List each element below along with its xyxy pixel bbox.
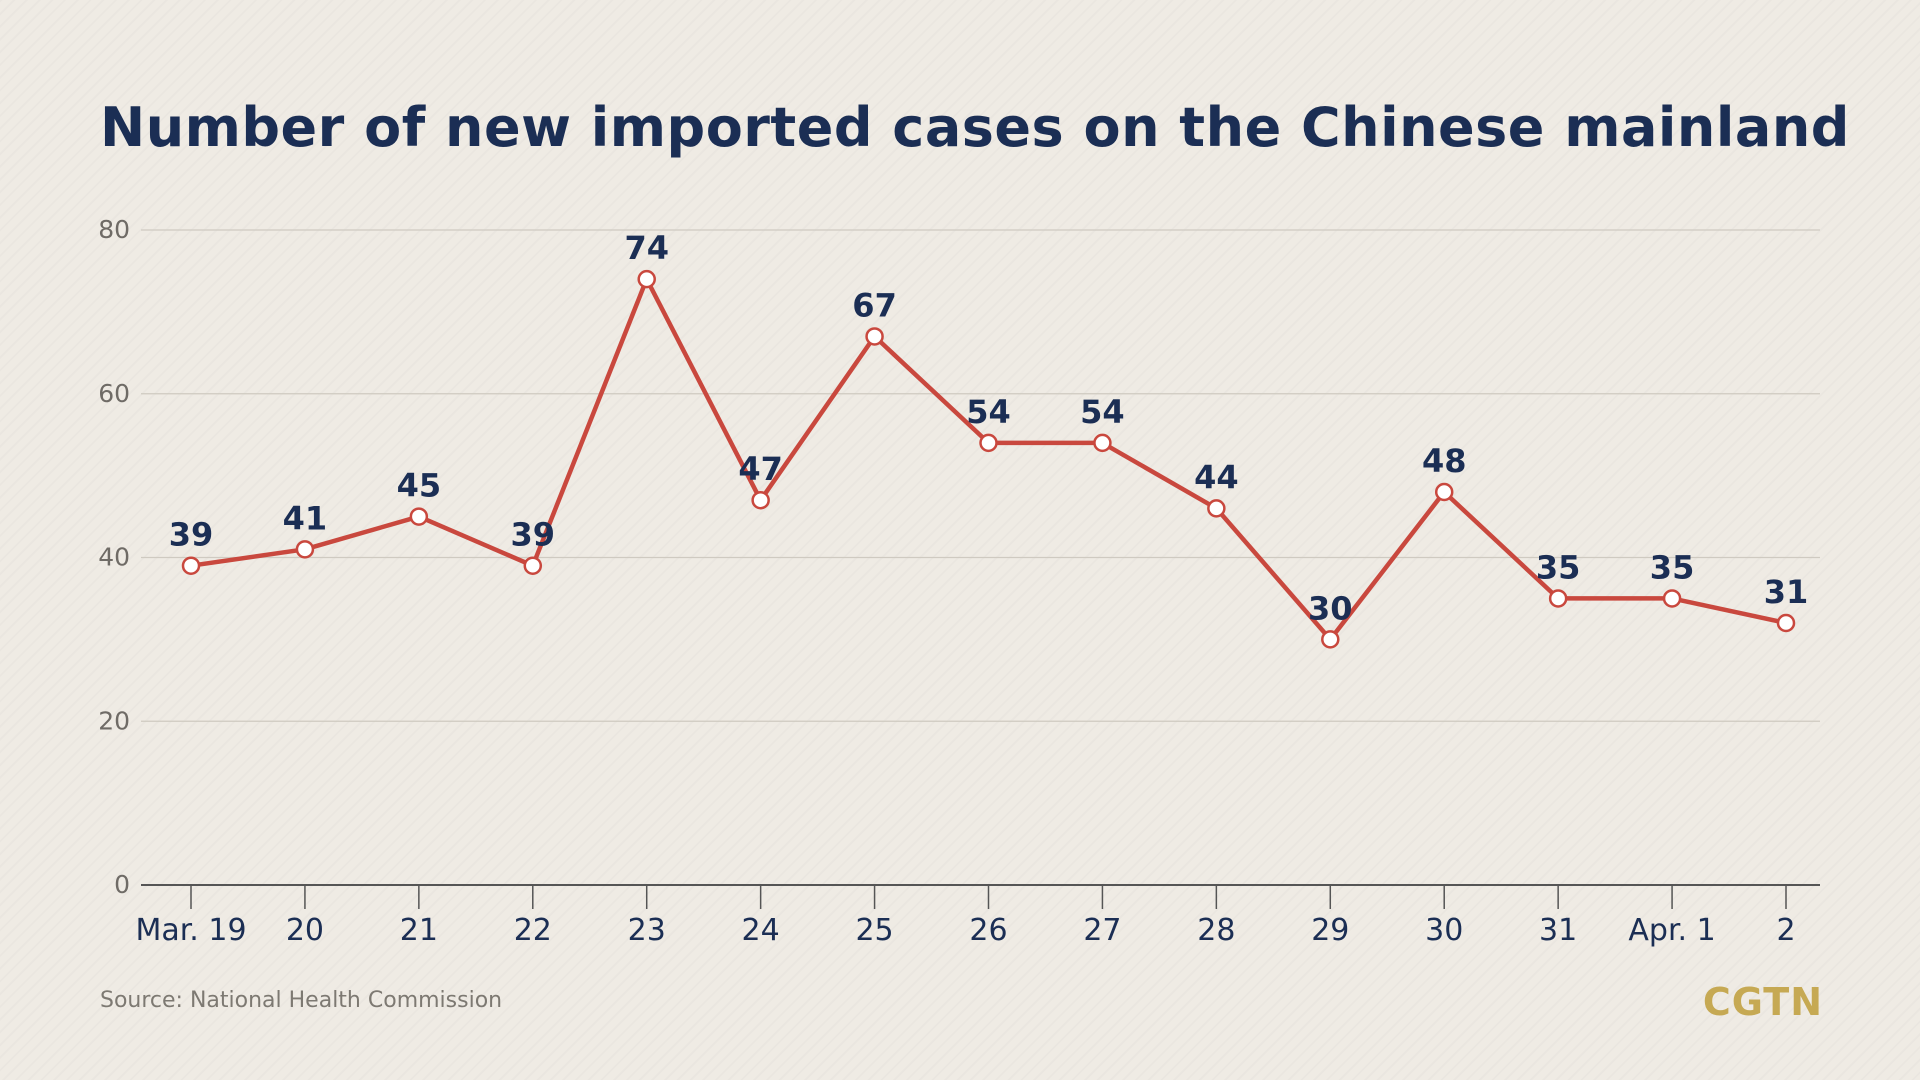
- data-label: 47: [738, 450, 783, 488]
- data-point: [1776, 613, 1796, 633]
- x-tick-label: Mar. 19: [135, 913, 246, 948]
- x-tick-label: 26: [969, 913, 1007, 948]
- data-label: 44: [1194, 458, 1239, 496]
- data-point: [865, 327, 884, 346]
- data-label: 67: [852, 286, 897, 324]
- y-tick-label: 0: [114, 870, 130, 899]
- data-point: [1321, 630, 1340, 649]
- x-tick-label: 22: [514, 913, 552, 948]
- data-labels-layer: 39 41 45 39 74 47 67 54 54 44 30 48 35 35 31: [169, 229, 1809, 627]
- data-point: [751, 490, 770, 510]
- data-point: [1207, 499, 1226, 518]
- y-tick-label: 80: [98, 215, 130, 244]
- grid-layer: [141, 229, 1820, 722]
- data-label: 35: [1536, 548, 1581, 586]
- data-label: 41: [283, 499, 328, 537]
- data-point: [979, 433, 998, 453]
- data-point: [295, 540, 315, 559]
- data-point: [1093, 433, 1112, 453]
- source-note: Source: National Health Commission: [100, 988, 503, 1013]
- y-tick-label: 40: [98, 543, 130, 572]
- y-axis-ticks: 0 20 40 60 80: [98, 215, 130, 899]
- data-point: [1548, 589, 1568, 608]
- data-point: [523, 556, 543, 575]
- chart-title: Number of new imported cases on the Chin…: [100, 96, 1850, 159]
- data-point: [181, 556, 201, 575]
- x-tick-label: 31: [1539, 913, 1577, 948]
- data-label: 54: [1080, 393, 1125, 431]
- data-label: 30: [1308, 589, 1353, 627]
- y-tick-label: 60: [98, 379, 130, 408]
- data-label: 39: [511, 516, 556, 554]
- x-axis-ticks: Mar. 19 20 21 22 23 24 25 26 27 28 29 30 31 Apr. 1 2: [135, 885, 1796, 948]
- x-tick-label: 27: [1083, 913, 1121, 948]
- x-tick-label: 21: [400, 913, 438, 948]
- x-tick-label: 30: [1425, 913, 1463, 948]
- data-label: 45: [397, 467, 442, 505]
- data-point: [637, 269, 656, 289]
- data-label: 35: [1650, 548, 1695, 586]
- data-label: 31: [1764, 573, 1809, 611]
- data-point: [1434, 482, 1454, 502]
- x-tick-label: 25: [855, 913, 893, 948]
- data-point: [1662, 589, 1682, 608]
- y-tick-label: 20: [98, 706, 130, 735]
- data-point: [409, 507, 429, 526]
- data-points-layer: [181, 269, 1796, 649]
- data-label: 39: [169, 516, 214, 554]
- x-tick-label: 20: [286, 913, 324, 948]
- cgtn-logo: CGTN: [1702, 980, 1823, 1024]
- data-label: 74: [624, 229, 669, 267]
- data-label: 48: [1422, 442, 1467, 480]
- data-label: 54: [966, 393, 1011, 431]
- x-tick-label: 24: [742, 913, 780, 948]
- x-tick-label: 29: [1311, 913, 1349, 948]
- x-tick-label: 23: [628, 913, 666, 948]
- x-tick-label: 28: [1197, 913, 1235, 948]
- x-tick-label: 2: [1776, 913, 1795, 948]
- x-tick-label: Apr. 1: [1628, 913, 1715, 948]
